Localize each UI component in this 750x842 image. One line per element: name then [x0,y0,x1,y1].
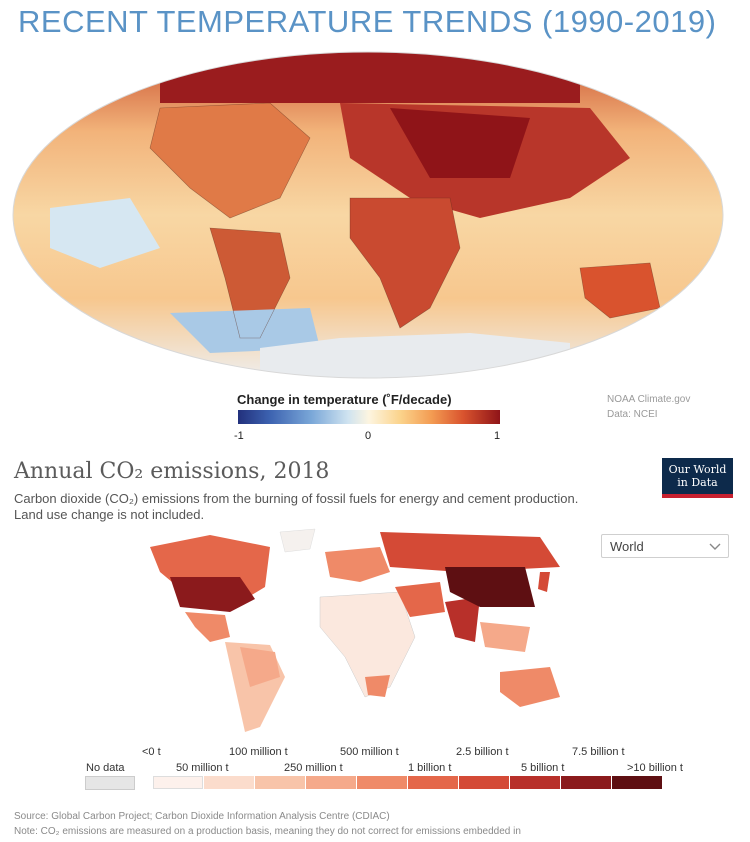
scale-tick-min: -1 [234,430,244,442]
co2-legend-swatch-9[interactable] [612,776,662,789]
temperature-legend-title: Change in temperature (˚F/decade) [237,392,452,407]
temperature-color-scale [238,410,500,424]
methodology-note: Note: CO₂ emissions are measured on a pr… [14,826,521,837]
co2-legend-swatch-1[interactable] [204,776,254,789]
co2-legend-swatch-8[interactable] [561,776,611,789]
credit-noaa: NOAA Climate.gov [607,394,691,405]
country-india[interactable] [445,597,480,642]
legend-lower-label-2: 1 billion t [408,762,452,774]
legend-lower-label-0: 50 million t [176,762,229,774]
cool-pacific-region [50,198,160,268]
owid-logo[interactable]: Our World in Data [662,458,733,498]
page-title: RECENT TEMPERATURE TRENDS (1990-2019) [18,4,717,39]
country-china[interactable] [445,567,535,607]
co2-legend-swatch-2[interactable] [255,776,305,789]
country-southeast-asia[interactable] [480,622,530,652]
co2-legend-swatch-4[interactable] [357,776,407,789]
scale-tick-max: 1 [494,430,501,442]
north-america-region [150,103,310,218]
legend-lower-label-3: 5 billion t [521,762,565,774]
chevron-down-icon [709,543,721,550]
owid-logo-line1: Our World [668,463,727,476]
legend-upper-label-1: 100 million t [229,746,288,758]
country-middle-east[interactable] [395,582,445,617]
no-data-swatch [85,776,135,790]
country-usa[interactable] [170,577,255,612]
country-brazil[interactable] [240,647,280,687]
southern-ocean-cool-region [170,308,320,353]
no-data-label: No data [86,762,125,774]
legend-lower-label-1: 250 million t [284,762,343,774]
country-australia[interactable] [500,667,560,707]
africa-region [350,198,460,328]
legend-upper-label-3: 2.5 billion t [456,746,509,758]
region-select-value: World [610,539,644,554]
co2-chart-subtitle: Carbon dioxide (CO₂) emissions from the … [14,491,579,522]
co2-color-scale [153,776,663,790]
country-europe[interactable] [325,547,390,582]
country-russia[interactable] [380,532,560,572]
country-greenland[interactable] [279,528,316,553]
co2-emissions-map [150,528,560,732]
region-select[interactable]: World [601,534,729,558]
country-south-africa[interactable] [365,675,390,697]
co2-legend-swatch-3[interactable] [306,776,356,789]
co2-chart-title: Annual CO₂ emissions, 2018 [14,459,330,484]
scale-tick-zero: 0 [365,430,372,442]
legend-upper-label-0: <0 t [142,746,161,758]
australia-region [580,263,660,318]
co2-legend-swatch-0[interactable] [153,776,203,789]
co2-legend-swatch-5[interactable] [408,776,458,789]
co2-legend-swatch-7[interactable] [510,776,560,789]
legend-upper-label-4: 7.5 billion t [572,746,625,758]
country-japan[interactable] [538,572,550,592]
source-note: Source: Global Carbon Project; Carbon Di… [14,811,390,822]
credit-ncei: Data: NCEI [607,409,658,420]
owid-logo-line2: in Data [677,476,718,489]
country-mexico[interactable] [185,612,230,642]
legend-lower-label-4: >10 billion t [627,762,683,774]
co2-legend-swatch-6[interactable] [459,776,509,789]
legend-upper-label-2: 500 million t [340,746,399,758]
temperature-trend-map [12,51,724,379]
